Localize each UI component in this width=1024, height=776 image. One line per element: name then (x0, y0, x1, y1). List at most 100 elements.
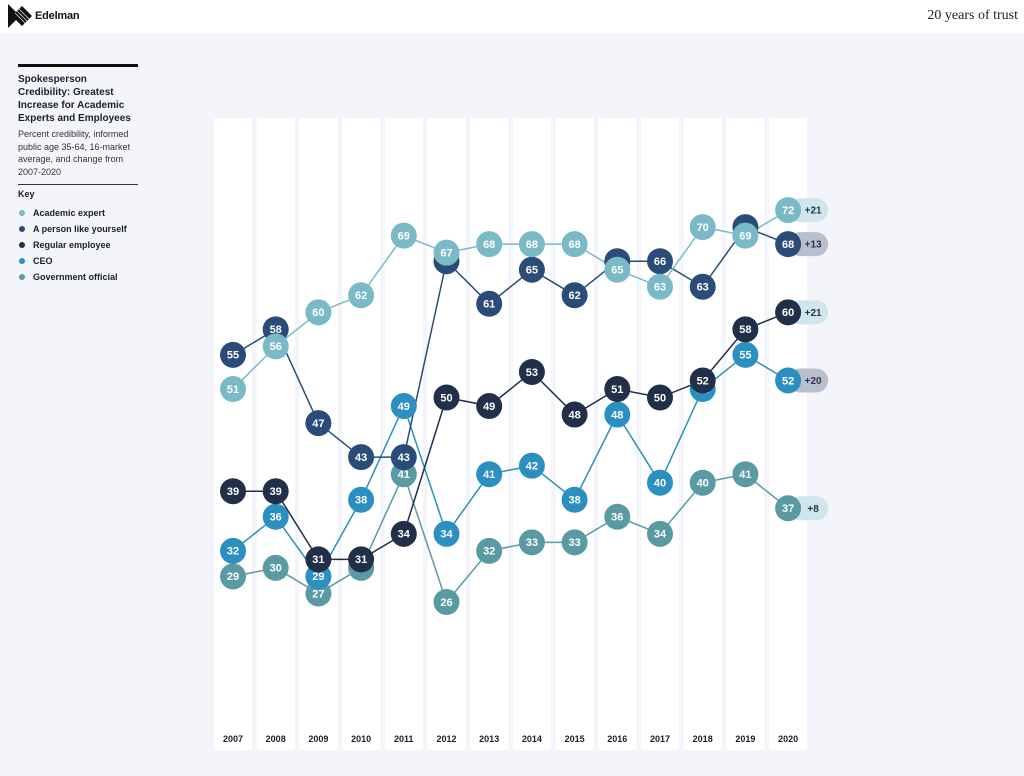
data-point-employee[interactable]: 53 (518, 358, 545, 385)
data-point-academic[interactable]: 51 (220, 376, 246, 402)
data-label: 50 (440, 392, 452, 404)
data-point-ceo[interactable]: 38 (561, 486, 588, 513)
data-point-employee[interactable]: 31 (305, 546, 332, 573)
data-point-academic[interactable]: 70 (689, 214, 716, 241)
data-point-academic[interactable]: 68 (561, 231, 588, 258)
legend-item-academic[interactable]: Academic expert (18, 205, 138, 221)
data-point-academic[interactable]: 62 (348, 282, 375, 309)
data-point-employee[interactable]: 39 (262, 478, 289, 505)
data-label: 63 (697, 282, 709, 294)
data-point-ceo[interactable]: 32 (220, 537, 246, 564)
data-point-employee[interactable]: 34 (390, 520, 417, 547)
edelman-logo[interactable]: Edelman (8, 4, 80, 28)
x-tick-label: 2009 (308, 734, 328, 744)
data-point-marker (348, 444, 375, 471)
data-point-employee[interactable]: 50 (433, 384, 460, 411)
data-point-academic[interactable]: 69 (390, 222, 417, 249)
data-point-academic[interactable]: 65 (604, 256, 631, 283)
data-point-academic[interactable]: 68 (476, 231, 503, 258)
data-point-person[interactable]: 47 (305, 410, 332, 437)
data-point-person[interactable]: 65 (518, 256, 545, 283)
data-point-government[interactable]: 32 (476, 537, 503, 564)
data-point-government[interactable]: 37 (775, 495, 802, 522)
legend-item-government[interactable]: Government official (18, 269, 138, 285)
legend-item-ceo[interactable]: CEO (18, 253, 138, 269)
data-point-ceo[interactable]: 34 (433, 520, 460, 547)
data-point-employee[interactable]: 48 (561, 401, 588, 428)
data-point-government[interactable]: 40 (689, 469, 716, 496)
year-tick-pill (643, 731, 677, 746)
data-label: 47 (312, 418, 324, 430)
data-point-ceo[interactable]: 41 (476, 461, 503, 488)
data-label: 65 (611, 265, 623, 277)
data-point-marker (433, 384, 460, 411)
year-tick-pill (685, 731, 720, 746)
year-column-band (726, 118, 765, 750)
data-point-government[interactable]: 33 (518, 529, 545, 556)
data-point-marker (220, 537, 246, 564)
data-label: 69 (739, 230, 751, 242)
data-point-employee[interactable]: 50 (647, 384, 673, 411)
data-point-government[interactable]: 29 (220, 563, 246, 590)
legend-item-person[interactable]: A person like yourself (18, 221, 138, 237)
x-tick-label: 2014 (522, 734, 542, 744)
x-tick-label: 2019 (735, 734, 755, 744)
data-label: 72 (782, 205, 794, 217)
data-point-marker (390, 444, 417, 471)
data-point-employee[interactable]: 51 (604, 376, 631, 402)
chart-title: Spokesperson Credibility: Greatest Incre… (18, 74, 131, 124)
data-point-academic[interactable]: 56 (262, 333, 289, 360)
data-point-employee[interactable]: 58 (732, 316, 759, 343)
data-label: 60 (312, 307, 324, 319)
data-point-employee[interactable]: 52 (689, 367, 716, 394)
year-column-band (555, 118, 594, 750)
data-point-ceo[interactable]: 40 (647, 469, 673, 496)
title-rule (18, 64, 138, 67)
legend-item-employee[interactable]: Regular employee (18, 237, 138, 253)
data-point-government[interactable]: 33 (561, 529, 588, 556)
data-point-academic[interactable]: 69 (732, 222, 759, 249)
data-point-academic[interactable]: 72 (775, 197, 802, 224)
data-point-person[interactable]: 55 (220, 341, 246, 368)
data-point-ceo[interactable]: 49 (390, 393, 417, 420)
data-point-academic[interactable]: 63 (647, 273, 673, 300)
data-point-employee[interactable]: 39 (220, 478, 246, 505)
data-point-academic[interactable]: 60 (305, 299, 332, 326)
data-point-person[interactable]: 66 (647, 248, 673, 275)
year-column-band (683, 118, 722, 750)
data-point-marker (220, 478, 246, 505)
year-tick-pill (600, 731, 635, 746)
data-point-government[interactable]: 34 (647, 520, 673, 547)
data-point-ceo[interactable]: 48 (604, 401, 631, 428)
data-point-person[interactable]: 43 (390, 444, 417, 471)
data-point-employee[interactable]: 49 (476, 393, 503, 420)
data-point-government[interactable]: 26 (433, 589, 460, 615)
data-point-person[interactable]: 68 (775, 231, 802, 258)
data-point-marker (305, 546, 332, 573)
data-point-government[interactable]: 36 (604, 503, 631, 530)
data-point-person[interactable]: 61 (476, 290, 503, 317)
data-point-ceo[interactable]: 36 (262, 503, 289, 530)
data-label: 68 (526, 239, 538, 251)
data-point-employee[interactable]: 31 (348, 546, 375, 573)
data-point-employee[interactable]: 60 (775, 299, 802, 326)
data-point-person[interactable]: 43 (348, 444, 375, 471)
data-point-ceo[interactable]: 52 (775, 367, 802, 394)
data-point-government[interactable]: 30 (262, 554, 289, 581)
data-label: 70 (697, 222, 709, 234)
x-tick-label: 2012 (436, 734, 456, 744)
data-point-academic[interactable]: 67 (433, 239, 460, 266)
x-tick-label: 2013 (479, 734, 499, 744)
data-point-ceo[interactable]: 38 (348, 486, 375, 513)
data-point-ceo[interactable]: 55 (732, 341, 759, 368)
data-point-person[interactable]: 62 (561, 282, 588, 309)
x-tick-label: 2008 (266, 734, 286, 744)
data-label: 67 (440, 247, 452, 259)
data-point-person[interactable]: 63 (689, 273, 716, 300)
data-point-marker (561, 231, 588, 258)
data-point-academic[interactable]: 68 (518, 231, 545, 258)
data-point-government[interactable]: 41 (732, 461, 759, 488)
data-point-ceo[interactable]: 42 (518, 452, 545, 479)
data-label: 41 (398, 469, 410, 481)
data-label: 51 (611, 384, 623, 396)
